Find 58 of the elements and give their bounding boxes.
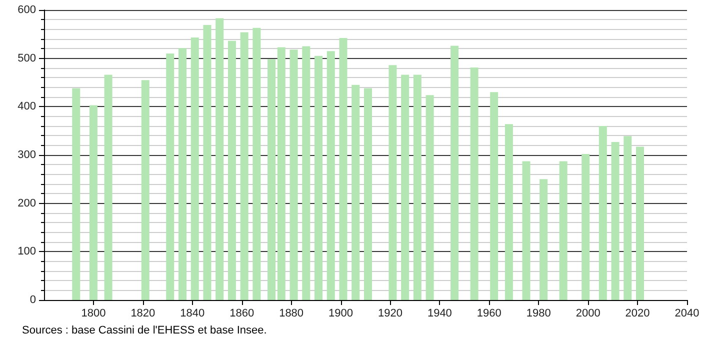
bar [490,92,498,300]
x-tick-label: 1960 [476,308,502,320]
x-tick-label: 1860 [230,308,254,320]
bar [166,54,174,300]
x-tick-label: 1920 [378,308,402,320]
bar [388,65,397,300]
bar [450,46,459,300]
bar [314,56,323,300]
bar [401,74,410,300]
bar [470,68,478,300]
bar [598,126,607,300]
bar [426,95,434,300]
bar [268,59,276,300]
bar [364,88,372,300]
x-tick-label: 2040 [674,308,700,320]
bar [504,124,513,300]
y-tick-label: 300 [18,149,36,161]
source-note: Sources : base Cassini de l'EHESS et base Insee. [22,324,267,336]
bar [190,38,199,300]
y-tick-label: 600 [18,4,36,16]
bar [352,84,360,300]
bar [216,18,224,300]
x-tick-label: 1940 [427,308,452,320]
bar [339,38,348,300]
bar [178,48,186,300]
y-tick-label: 400 [18,100,36,113]
x-tick-label: 1900 [328,308,354,320]
y-tick-label: 200 [18,197,36,210]
bar [540,179,548,300]
bar [582,154,590,300]
bar [141,80,150,300]
bar [302,46,310,300]
x-tick-label: 1800 [81,308,106,320]
bar [290,50,298,300]
bar [636,146,644,300]
bar [72,88,80,300]
x-tick-label: 1840 [180,308,205,320]
y-tick-label: 0 [30,294,36,306]
bar [413,74,422,300]
x-tick-label: 1880 [279,308,304,320]
bar [522,161,530,300]
x-tick-label: 2000 [576,308,600,320]
x-tick-label: 1980 [526,308,551,320]
bar [240,32,248,300]
y-tick-label: 100 [18,246,36,258]
bar [228,40,236,300]
x-tick-label: 2020 [625,308,650,320]
bar [559,161,568,300]
bar [624,136,632,300]
bar [89,105,98,300]
bar [104,74,112,300]
y-tick-label: 500 [18,52,36,64]
bar [326,51,335,300]
bar [252,28,261,300]
bar [611,142,620,300]
bar [277,47,286,300]
x-tick-label: 1820 [130,308,156,320]
bar [203,24,212,300]
